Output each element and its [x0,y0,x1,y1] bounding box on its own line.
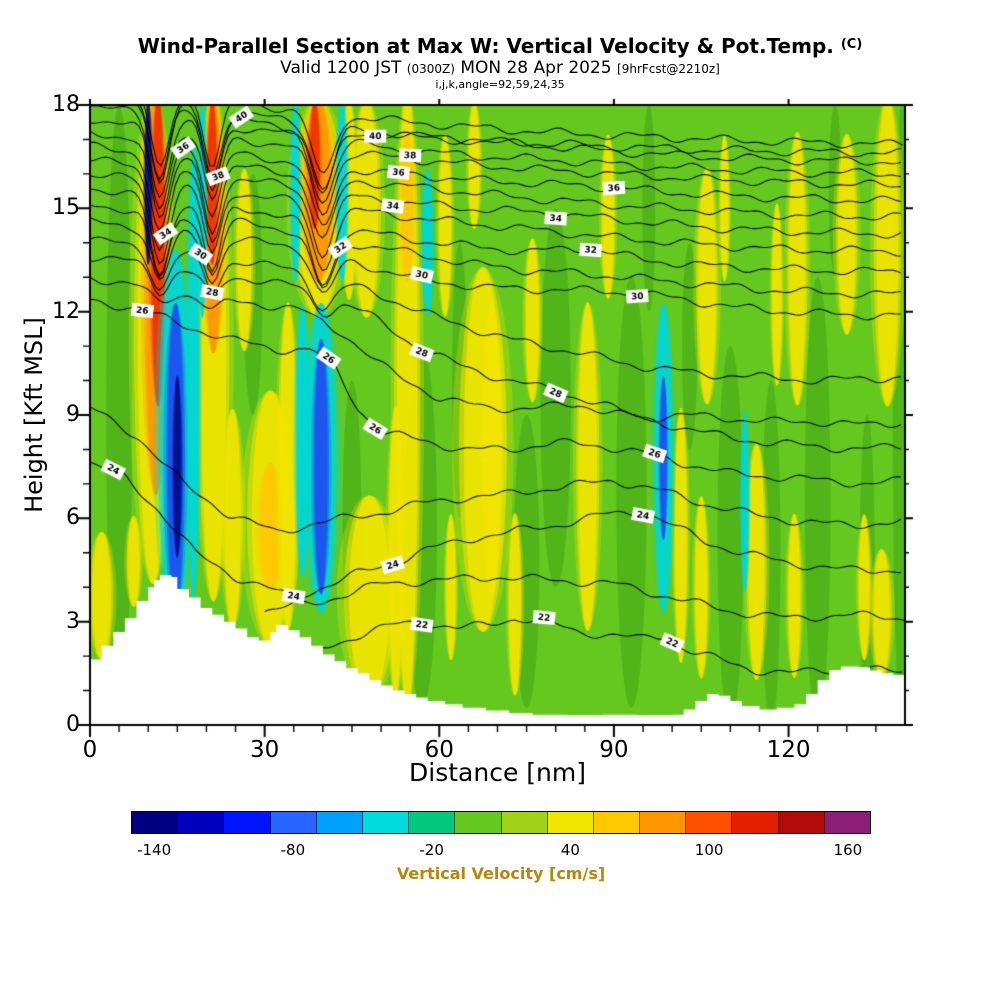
colorbar-segment [409,812,456,833]
chart-title-unit: (C) [840,37,863,52]
colorbar-segment [732,812,779,833]
y-tick-label: 9 [66,402,80,427]
colorbar-segment [316,812,363,833]
colorbar-tick-label: 40 [560,841,580,859]
x-tick-label: 120 [766,737,811,763]
colorbar-segment [686,812,733,833]
valid-time: Valid 1200 JST [280,58,402,78]
colorbar-tick-label: -20 [419,841,444,859]
colorbar-segment [178,812,225,833]
colorbar-segment [640,812,687,833]
y-tick-label: 12 [52,298,80,324]
valid-date: MON 28 Apr 2025 [460,58,612,78]
colorbar-segment [270,812,317,833]
colorbar-segment [455,812,502,833]
y-tick-label: 0 [66,712,80,737]
x-tick-label: 0 [82,737,98,763]
chart-title-text: Wind-Parallel Section at Max W: Vertical… [137,34,834,58]
colorbar-tick-label: -80 [280,841,306,859]
x-tick-label: 90 [599,737,629,763]
colorbar-title: Vertical Velocity [cm/s] [396,864,606,883]
colorbar-segment [224,812,271,833]
x-axis-label: Distance [nm] [409,758,586,787]
colorbar-segment [501,812,548,833]
chart-subtitle: Valid 1200 JST (0300Z) MON 28 Apr 2025 [… [0,58,1000,78]
valid-time-utc: (0300Z) [406,62,455,76]
colorbar-segment [547,812,594,833]
colorbar-segment [593,812,641,833]
y-tick-label: 6 [66,505,80,531]
colorbar-segment [778,812,825,833]
colorbar-tick-label: 160 [833,841,863,859]
colorbar [131,811,871,834]
colorbar-tick-label: 100 [694,841,724,859]
colorbar-tick-label: -140 [137,841,172,859]
y-tick-label: 3 [66,608,80,634]
x-tick-label: 60 [424,737,454,763]
x-tick-label: 30 [250,737,280,763]
colorbar-segment [824,812,870,833]
colorbar-segment [132,812,179,833]
y-tick-label: 15 [52,195,80,221]
y-tick-label: 18 [52,92,80,117]
chart-title: Wind-Parallel Section at Max W: Vertical… [0,34,1000,58]
forecast-tag: [9hrFcst@2210z] [617,62,720,76]
grid-meta-line: i,j,k,angle=92,59,24,35 [435,78,565,91]
colorbar-segment [362,812,410,833]
